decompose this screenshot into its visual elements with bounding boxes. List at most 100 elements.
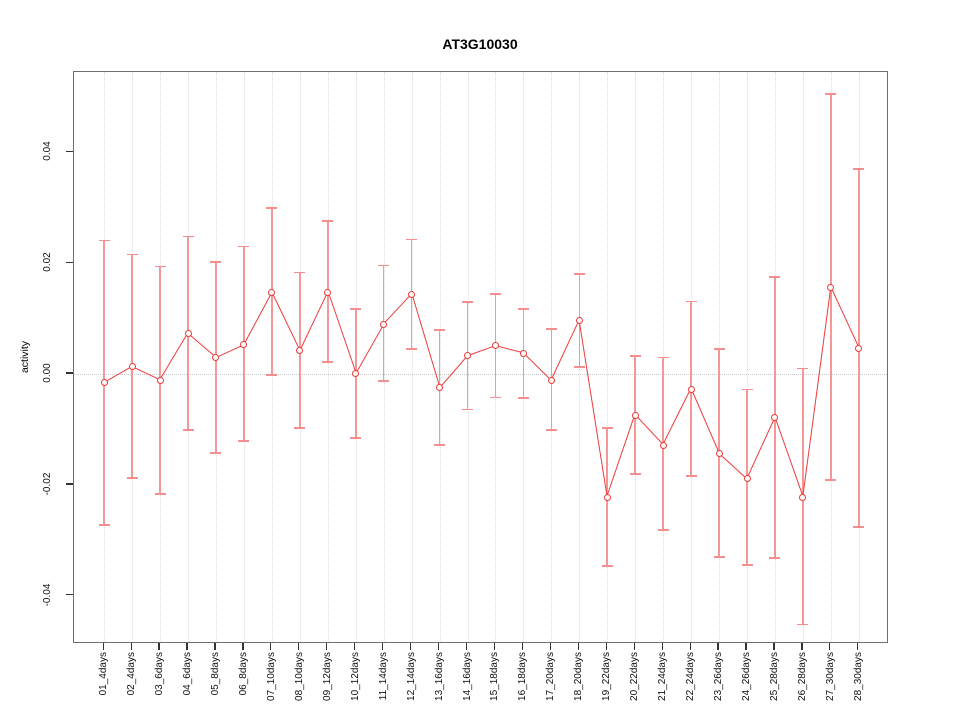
x-axis-tick — [633, 643, 635, 650]
data-point-marker — [519, 349, 527, 357]
error-bar-cap-bottom — [406, 348, 418, 350]
error-bar-cap-bottom — [182, 429, 194, 431]
error-bar-cap-top — [378, 264, 390, 267]
x-axis-tick — [661, 643, 663, 650]
data-point-marker — [296, 347, 304, 355]
error-bar-cap-top — [462, 301, 474, 303]
error-bar-cap-bottom — [769, 557, 781, 559]
error-bar-cap-top — [573, 272, 585, 275]
y-tick-label: -0.04 — [42, 583, 53, 607]
error-bar-cap-top — [126, 253, 138, 256]
error-bar-cap-bottom — [462, 408, 474, 411]
x-axis-tick — [354, 643, 356, 650]
series-line-segment — [578, 320, 608, 498]
gridline-vertical — [802, 72, 804, 642]
x-axis-tick — [605, 643, 607, 650]
series-line-segment — [243, 292, 273, 346]
x-axis-tick — [242, 643, 244, 650]
x-axis-tick — [102, 643, 104, 650]
y-axis-tick — [66, 594, 73, 596]
x-axis-tick — [270, 643, 272, 650]
data-point-marker — [715, 449, 723, 457]
error-bar-cap-bottom — [657, 528, 669, 531]
data-point-marker — [156, 376, 164, 384]
series-line-segment — [690, 388, 720, 454]
error-bar-cap-top — [517, 307, 529, 310]
error-bar-cap-top — [294, 271, 306, 274]
gridline-vertical — [411, 72, 413, 642]
error-bar-cap-bottom — [797, 623, 809, 626]
error-bar-cap-bottom — [601, 564, 613, 567]
error-bar-cap-bottom — [489, 396, 501, 399]
error-bar-cap-top — [322, 220, 334, 222]
data-point-marker — [603, 493, 611, 501]
x-tick-label: 28_30days — [852, 652, 864, 701]
data-point-marker — [352, 370, 360, 378]
data-point-marker — [659, 441, 667, 449]
error-bar-cap-bottom — [741, 564, 753, 567]
data-point-marker — [100, 379, 108, 387]
data-point-marker — [380, 320, 388, 328]
x-axis-tick — [130, 643, 132, 650]
error-bar-cap-top — [685, 300, 697, 303]
zero-gridline — [74, 374, 887, 376]
error-bar-cap-bottom — [350, 436, 362, 439]
error-bar-cap-top — [629, 354, 641, 357]
error-bar-cap-top — [350, 307, 362, 310]
x-axis-tick — [298, 643, 300, 650]
data-point-marker — [827, 284, 835, 292]
x-axis-tick — [857, 643, 859, 650]
x-axis-tick — [410, 643, 412, 650]
y-tick-label: -0.02 — [42, 472, 53, 496]
x-axis-tick — [521, 643, 523, 650]
error-bar-cap-bottom — [322, 361, 334, 363]
error-bar-cap-bottom — [266, 374, 278, 377]
data-point-marker — [491, 342, 499, 350]
series-line-segment — [383, 293, 413, 325]
error-bar-cap-top — [238, 245, 250, 248]
error-bar-cap-top — [98, 239, 110, 242]
x-axis-tick — [745, 643, 747, 650]
y-tick-label: 0.02 — [42, 252, 53, 272]
error-bar-cap-bottom — [825, 479, 837, 481]
data-point-marker — [855, 344, 863, 352]
error-bar-cap-top — [853, 168, 865, 170]
data-point-marker — [743, 475, 751, 483]
x-axis-tick — [437, 643, 440, 650]
x-axis-tick — [689, 643, 691, 650]
data-point-marker — [268, 289, 276, 297]
series-line-segment — [355, 323, 385, 374]
y-axis-tick — [66, 483, 73, 485]
error-bar-cap-bottom — [545, 429, 557, 431]
series-line-segment — [802, 287, 832, 498]
series-line-segment — [299, 291, 329, 352]
error-bar-cap-bottom — [629, 472, 641, 475]
error-bar-cap-bottom — [853, 526, 865, 528]
gridline-vertical — [607, 72, 609, 642]
series-line-segment — [746, 417, 776, 480]
x-axis-tick — [717, 643, 719, 650]
error-bar-cap-bottom — [713, 556, 725, 558]
error-bar-cap-top — [713, 348, 725, 350]
data-point-marker — [771, 414, 779, 422]
series-line-segment — [522, 352, 552, 382]
error-bar-cap-top — [545, 328, 557, 331]
error-bar-cap-top — [154, 265, 166, 268]
chart-title: AT3G10030 — [442, 36, 518, 52]
x-axis-tick — [829, 643, 831, 650]
series-line-segment — [439, 355, 469, 389]
data-point-marker — [631, 411, 639, 419]
y-axis-tick — [66, 372, 73, 374]
x-axis-tick — [773, 643, 775, 650]
plot-area — [73, 71, 888, 643]
x-axis-tick — [549, 643, 551, 650]
data-point-marker — [408, 290, 416, 298]
error-bar-cap-bottom — [378, 380, 390, 383]
error-bar-cap-bottom — [126, 477, 138, 480]
error-bar-cap-top — [266, 207, 278, 210]
series-line-segment — [774, 417, 804, 498]
data-point-marker — [547, 377, 555, 385]
error-bar-cap-top — [657, 356, 669, 359]
x-axis-tick — [465, 643, 468, 650]
